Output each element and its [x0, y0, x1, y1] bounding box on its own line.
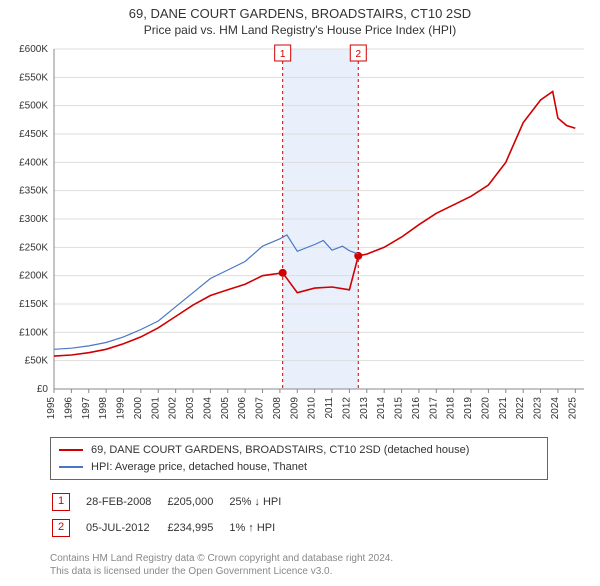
svg-text:£450K: £450K [19, 129, 48, 140]
svg-text:1997: 1997 [81, 397, 92, 420]
marker-price: £205,000 [167, 490, 227, 514]
marker-badge: 2 [52, 519, 70, 537]
svg-text:2009: 2009 [289, 397, 300, 420]
legend-label: HPI: Average price, detached house, Than… [91, 459, 307, 476]
svg-text:2011: 2011 [324, 397, 335, 419]
legend-item: 69, DANE COURT GARDENS, BROADSTAIRS, CT1… [59, 442, 539, 459]
svg-text:2004: 2004 [202, 397, 213, 420]
svg-text:£500K: £500K [19, 101, 48, 112]
svg-text:2024: 2024 [550, 397, 561, 420]
marker-delta: 1% ↑ HPI [229, 516, 295, 540]
svg-text:2015: 2015 [394, 397, 405, 420]
legend-swatch [59, 449, 83, 451]
svg-text:2019: 2019 [463, 397, 474, 420]
svg-text:2007: 2007 [255, 397, 266, 420]
svg-text:£0: £0 [37, 384, 49, 395]
marker-date: 28-FEB-2008 [86, 490, 165, 514]
svg-text:2000: 2000 [133, 397, 144, 420]
svg-text:2025: 2025 [567, 397, 578, 420]
footnote: Contains HM Land Registry data © Crown c… [50, 552, 592, 578]
svg-text:£150K: £150K [19, 299, 48, 310]
svg-text:2006: 2006 [237, 397, 248, 420]
svg-text:£400K: £400K [19, 157, 48, 168]
svg-text:2012: 2012 [341, 397, 352, 420]
marker-price: £234,995 [167, 516, 227, 540]
svg-text:£250K: £250K [19, 242, 48, 253]
svg-text:2017: 2017 [428, 397, 439, 420]
chart-title: 69, DANE COURT GARDENS, BROADSTAIRS, CT1… [8, 6, 592, 21]
svg-text:1998: 1998 [98, 397, 109, 420]
legend-swatch [59, 466, 83, 468]
svg-text:1995: 1995 [46, 397, 57, 420]
svg-text:2008: 2008 [272, 397, 283, 420]
svg-text:2018: 2018 [446, 397, 457, 420]
marker-delta: 25% ↓ HPI [229, 490, 295, 514]
svg-text:1999: 1999 [116, 397, 127, 420]
marker-badge: 1 [52, 493, 70, 511]
svg-text:2016: 2016 [411, 397, 422, 420]
svg-text:£50K: £50K [25, 356, 49, 367]
svg-text:2022: 2022 [515, 397, 526, 420]
svg-text:2: 2 [355, 49, 361, 60]
svg-text:1996: 1996 [63, 397, 74, 420]
svg-text:2003: 2003 [185, 397, 196, 420]
svg-text:2001: 2001 [150, 397, 161, 420]
svg-text:2005: 2005 [220, 397, 231, 420]
svg-text:2014: 2014 [376, 397, 387, 420]
marker-row: 1 28-FEB-2008 £205,000 25% ↓ HPI [52, 490, 295, 514]
svg-text:2002: 2002 [168, 397, 179, 420]
svg-text:2023: 2023 [533, 397, 544, 420]
marker-date: 05-JUL-2012 [86, 516, 165, 540]
svg-text:£300K: £300K [19, 214, 48, 225]
chart-area: £0 £50K £100K £150K £200K £250K £300K £350K £400… [8, 41, 592, 431]
svg-text:£550K: £550K [19, 72, 48, 83]
line-chart: £0 £50K £100K £150K £200K £250K £300K £350K £400… [8, 41, 592, 431]
svg-text:2020: 2020 [480, 397, 491, 420]
marker-row: 2 05-JUL-2012 £234,995 1% ↑ HPI [52, 516, 295, 540]
svg-text:2013: 2013 [359, 397, 370, 420]
svg-text:£600K: £600K [19, 44, 48, 55]
svg-text:£350K: £350K [19, 186, 48, 197]
svg-text:£100K: £100K [19, 327, 48, 338]
marker-table: 1 28-FEB-2008 £205,000 25% ↓ HPI 2 05-JU… [50, 488, 297, 542]
svg-text:£200K: £200K [19, 271, 48, 282]
legend: 69, DANE COURT GARDENS, BROADSTAIRS, CT1… [50, 437, 548, 480]
svg-text:1: 1 [280, 49, 286, 60]
svg-text:2021: 2021 [498, 397, 509, 420]
legend-label: 69, DANE COURT GARDENS, BROADSTAIRS, CT1… [91, 442, 469, 459]
chart-subtitle: Price paid vs. HM Land Registry's House … [8, 23, 592, 37]
legend-item: HPI: Average price, detached house, Than… [59, 459, 539, 476]
svg-text:2010: 2010 [307, 397, 318, 420]
